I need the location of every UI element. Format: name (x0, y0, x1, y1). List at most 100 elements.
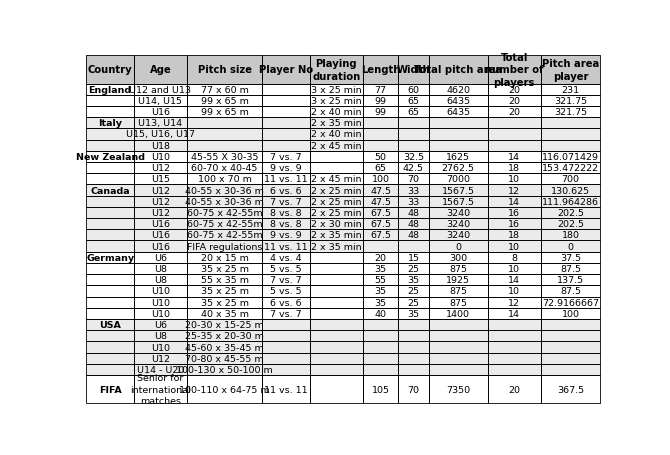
Bar (187, 162, 263, 174)
Bar (429, 308, 488, 319)
Bar (263, 297, 310, 308)
Bar (134, 364, 187, 375)
Text: U16: U16 (151, 108, 170, 117)
Text: U12: U12 (151, 208, 170, 217)
Bar (263, 252, 310, 263)
Bar (541, 364, 600, 375)
Bar (429, 274, 488, 286)
Bar (398, 252, 429, 263)
Text: 6435: 6435 (446, 96, 470, 106)
Text: 1625: 1625 (446, 152, 470, 162)
Bar (488, 286, 541, 297)
Text: 9 vs. 9: 9 vs. 9 (270, 231, 302, 240)
Bar (187, 319, 263, 330)
Text: Country: Country (88, 66, 133, 76)
Text: 2 x 35 min: 2 x 35 min (311, 231, 362, 240)
Text: 70-80 x 45-55 m: 70-80 x 45-55 m (186, 354, 264, 363)
Bar (86, 207, 600, 218)
Text: 100: 100 (561, 309, 580, 318)
Bar (541, 342, 600, 353)
Bar (488, 140, 541, 152)
Bar (541, 56, 600, 84)
Bar (263, 84, 310, 96)
Bar (429, 152, 488, 162)
Bar (134, 308, 187, 319)
Bar (429, 196, 488, 207)
Bar (86, 185, 134, 196)
Text: 87.5: 87.5 (560, 264, 581, 273)
Bar (263, 56, 310, 84)
Bar (488, 118, 541, 129)
Text: 3240: 3240 (446, 220, 470, 229)
Bar (398, 152, 429, 162)
Bar (187, 218, 263, 230)
Text: 47.5: 47.5 (370, 186, 391, 195)
Bar (363, 218, 398, 230)
Bar (134, 96, 187, 107)
Text: U6: U6 (154, 320, 167, 329)
Bar (187, 152, 263, 162)
Bar (86, 297, 600, 308)
Bar (363, 375, 398, 403)
Text: 14: 14 (508, 152, 520, 162)
Bar (310, 241, 363, 252)
Text: U8: U8 (154, 276, 167, 285)
Bar (363, 286, 398, 297)
Bar (134, 218, 187, 230)
Bar (488, 185, 541, 196)
Text: 25-35 x 20-30 m: 25-35 x 20-30 m (185, 332, 264, 340)
Bar (310, 218, 363, 230)
Bar (363, 353, 398, 364)
Text: 321.75: 321.75 (554, 96, 587, 106)
Text: 1567.5: 1567.5 (442, 186, 475, 195)
Bar (310, 118, 363, 129)
Bar (310, 84, 363, 96)
Text: U12: U12 (151, 186, 170, 195)
Bar (134, 286, 187, 297)
Bar (187, 118, 263, 129)
Bar (86, 185, 600, 196)
Text: Canada: Canada (90, 186, 130, 195)
Bar (429, 129, 488, 140)
Text: Length: Length (361, 66, 400, 76)
Bar (429, 342, 488, 353)
Bar (86, 274, 134, 286)
Bar (263, 353, 310, 364)
Bar (363, 230, 398, 241)
Text: U12: U12 (151, 197, 170, 206)
Text: Italy: Italy (98, 119, 122, 128)
Text: 367.5: 367.5 (557, 385, 584, 394)
Bar (363, 56, 398, 84)
Bar (488, 364, 541, 375)
Bar (363, 364, 398, 375)
Bar (187, 185, 263, 196)
Text: 99: 99 (375, 108, 387, 117)
Bar (134, 118, 187, 129)
Bar (541, 308, 600, 319)
Text: 1400: 1400 (446, 309, 470, 318)
Bar (134, 230, 187, 241)
Text: 6 vs. 6: 6 vs. 6 (270, 186, 302, 195)
Bar (86, 353, 134, 364)
Bar (187, 286, 263, 297)
Text: Germany: Germany (86, 253, 134, 262)
Bar (86, 207, 134, 218)
Bar (86, 319, 134, 330)
Bar (541, 375, 600, 403)
Bar (310, 185, 363, 196)
Bar (363, 241, 398, 252)
Bar (134, 129, 187, 140)
Bar (187, 297, 263, 308)
Bar (86, 218, 134, 230)
Text: Age: Age (149, 66, 172, 76)
Bar (263, 196, 310, 207)
Bar (86, 330, 134, 342)
Bar (310, 196, 363, 207)
Text: 3240: 3240 (446, 208, 470, 217)
Text: 300: 300 (449, 253, 467, 262)
Text: U15: U15 (151, 175, 170, 184)
Text: 20: 20 (508, 96, 520, 106)
Bar (541, 241, 600, 252)
Bar (363, 308, 398, 319)
Text: 35: 35 (375, 298, 387, 307)
